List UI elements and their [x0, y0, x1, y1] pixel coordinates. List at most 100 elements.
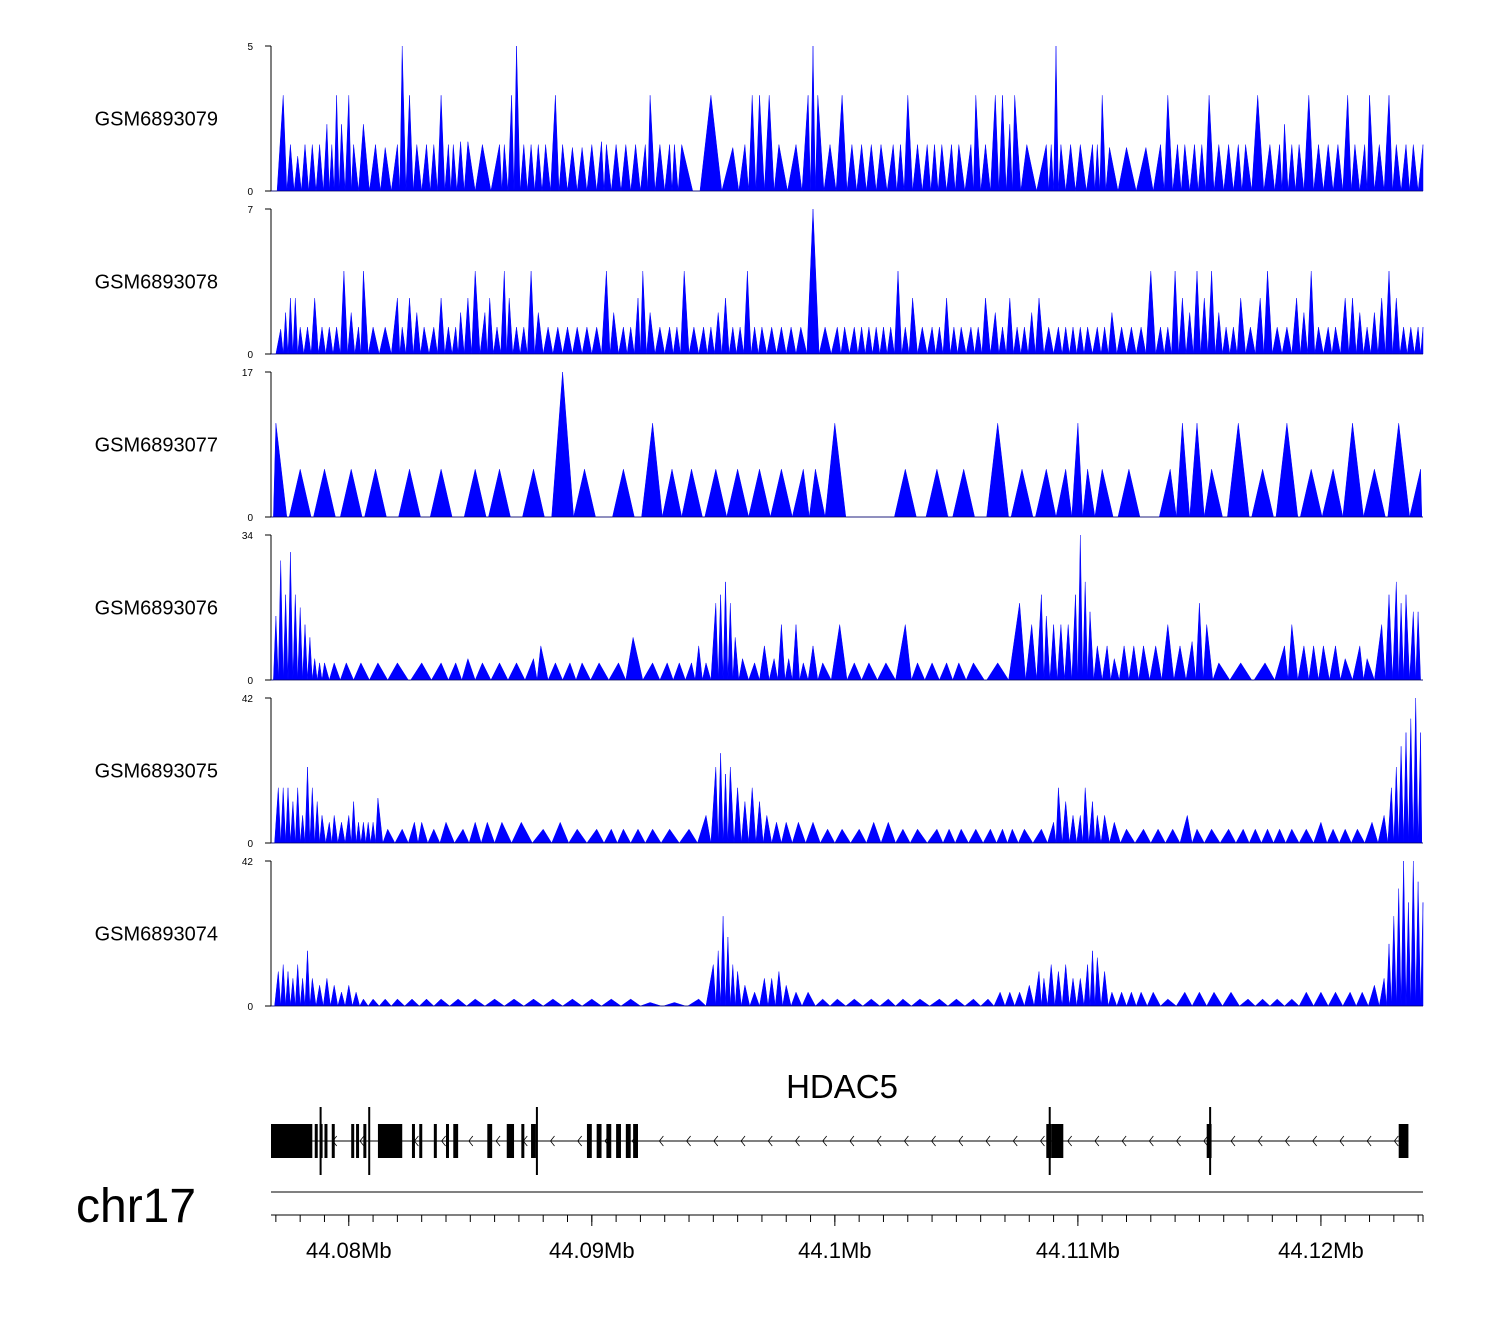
strand-arrow — [958, 1135, 964, 1147]
y-min-label: 0 — [247, 839, 253, 850]
exon — [1046, 1124, 1052, 1158]
exon — [521, 1124, 525, 1158]
strand-arrow — [1121, 1135, 1127, 1147]
coverage-area — [271, 371, 1423, 518]
exon — [453, 1124, 459, 1158]
track-GSM6893075: GSM6893075 42 0 — [95, 694, 1423, 850]
coverage-area — [271, 697, 1423, 844]
strand-arrow — [1176, 1135, 1181, 1147]
strand-arrow — [1339, 1135, 1345, 1147]
exon — [487, 1124, 493, 1158]
strand-arrow — [1230, 1135, 1236, 1147]
gene-name-label: HDAC5 — [786, 1068, 898, 1105]
exon — [535, 1107, 538, 1175]
y-min-label: 0 — [247, 350, 253, 361]
track-label: GSM6893076 — [95, 598, 218, 620]
exon — [606, 1124, 612, 1158]
exon — [324, 1124, 328, 1158]
strand-arrow — [1067, 1135, 1072, 1147]
coverage-area — [271, 860, 1424, 1007]
y-max-label: 17 — [242, 368, 254, 379]
exon — [531, 1124, 536, 1158]
exon — [419, 1124, 423, 1158]
y-min-label: 0 — [247, 1002, 253, 1013]
strand-arrow — [740, 1135, 746, 1147]
exon — [363, 1124, 367, 1158]
y-min-label: 0 — [247, 676, 253, 687]
track-GSM6893077: GSM6893077 17 0 — [95, 368, 1423, 524]
strand-arrow — [1312, 1135, 1317, 1147]
exon — [433, 1124, 437, 1158]
strand-arrow — [767, 1135, 773, 1147]
strand-arrow — [1257, 1135, 1263, 1147]
strand-arrow — [1393, 1135, 1399, 1147]
genome-axis: 44.08Mb 44.09Mb 44.1Mb 44.11Mb 44.12Mb — [271, 1191, 1424, 1263]
exon — [368, 1107, 371, 1175]
y-max-label: 7 — [247, 205, 253, 216]
strand-arrow — [931, 1135, 936, 1147]
track-GSM6893076: GSM6893076 34 0 — [95, 531, 1423, 687]
exon — [271, 1124, 313, 1158]
strand-arrow — [1148, 1135, 1154, 1147]
exon — [1051, 1124, 1064, 1158]
strand-arrow — [577, 1135, 583, 1147]
track-label: GSM6893075 — [95, 761, 218, 783]
y-max-label: 42 — [242, 694, 254, 705]
exon — [445, 1124, 449, 1158]
exon — [1398, 1124, 1409, 1158]
exon — [1209, 1107, 1212, 1175]
y-max-label: 34 — [242, 531, 254, 542]
exon — [633, 1124, 638, 1158]
exon — [351, 1124, 355, 1158]
strand-arrow — [1094, 1135, 1100, 1147]
strand-arrow — [794, 1135, 800, 1147]
y-max-label: 5 — [247, 42, 253, 53]
coverage-area — [271, 208, 1424, 355]
strand-arrow — [441, 1135, 446, 1147]
x-axis-label: 44.09Mb — [549, 1238, 635, 1263]
x-axis-label: 44.12Mb — [1278, 1238, 1364, 1263]
strand-arrow — [713, 1135, 719, 1147]
coverage-tracks: GSM689307950GSM689307870GSM6893077170GSM… — [95, 42, 1424, 1013]
exon — [411, 1124, 415, 1158]
strand-arrow — [903, 1135, 909, 1147]
exon — [314, 1124, 318, 1158]
exon — [1048, 1107, 1051, 1175]
exon — [331, 1124, 335, 1158]
x-axis-label: 44.08Mb — [306, 1238, 392, 1263]
track-label: GSM6893078 — [95, 272, 218, 294]
coverage-area — [271, 534, 1423, 681]
track-label: GSM6893077 — [95, 435, 218, 457]
track-label: GSM6893079 — [95, 109, 218, 131]
strand-arrow — [658, 1135, 664, 1147]
strand-arrow — [495, 1135, 501, 1147]
exon — [356, 1124, 360, 1158]
exon — [586, 1124, 592, 1158]
strand-arrow — [1203, 1135, 1209, 1147]
exon — [596, 1124, 602, 1158]
track-label: GSM6893074 — [95, 924, 218, 946]
x-axis-label: 44.11Mb — [1036, 1238, 1120, 1263]
y-min-label: 0 — [247, 513, 253, 524]
strand-arrow — [985, 1135, 991, 1147]
exon — [625, 1124, 631, 1158]
y-min-label: 0 — [247, 187, 253, 198]
track-GSM6893074: GSM6893074 42 0 — [95, 857, 1424, 1013]
strand-arrow — [359, 1135, 365, 1147]
strand-arrow — [1366, 1135, 1372, 1147]
strand-arrow — [1039, 1135, 1045, 1147]
strand-arrow — [822, 1135, 828, 1147]
strand-arrow — [1284, 1135, 1290, 1147]
strand-arrow — [686, 1135, 691, 1147]
y-max-label: 42 — [242, 857, 254, 868]
exon — [377, 1124, 403, 1158]
strand-arrow — [849, 1135, 855, 1147]
exon — [616, 1124, 621, 1158]
strand-arrow — [876, 1135, 882, 1147]
strand-arrow — [1012, 1135, 1018, 1147]
exon — [319, 1107, 322, 1175]
strand-arrow — [468, 1135, 474, 1147]
chromosome-label: chr17 — [76, 1180, 196, 1233]
exon — [506, 1124, 515, 1158]
